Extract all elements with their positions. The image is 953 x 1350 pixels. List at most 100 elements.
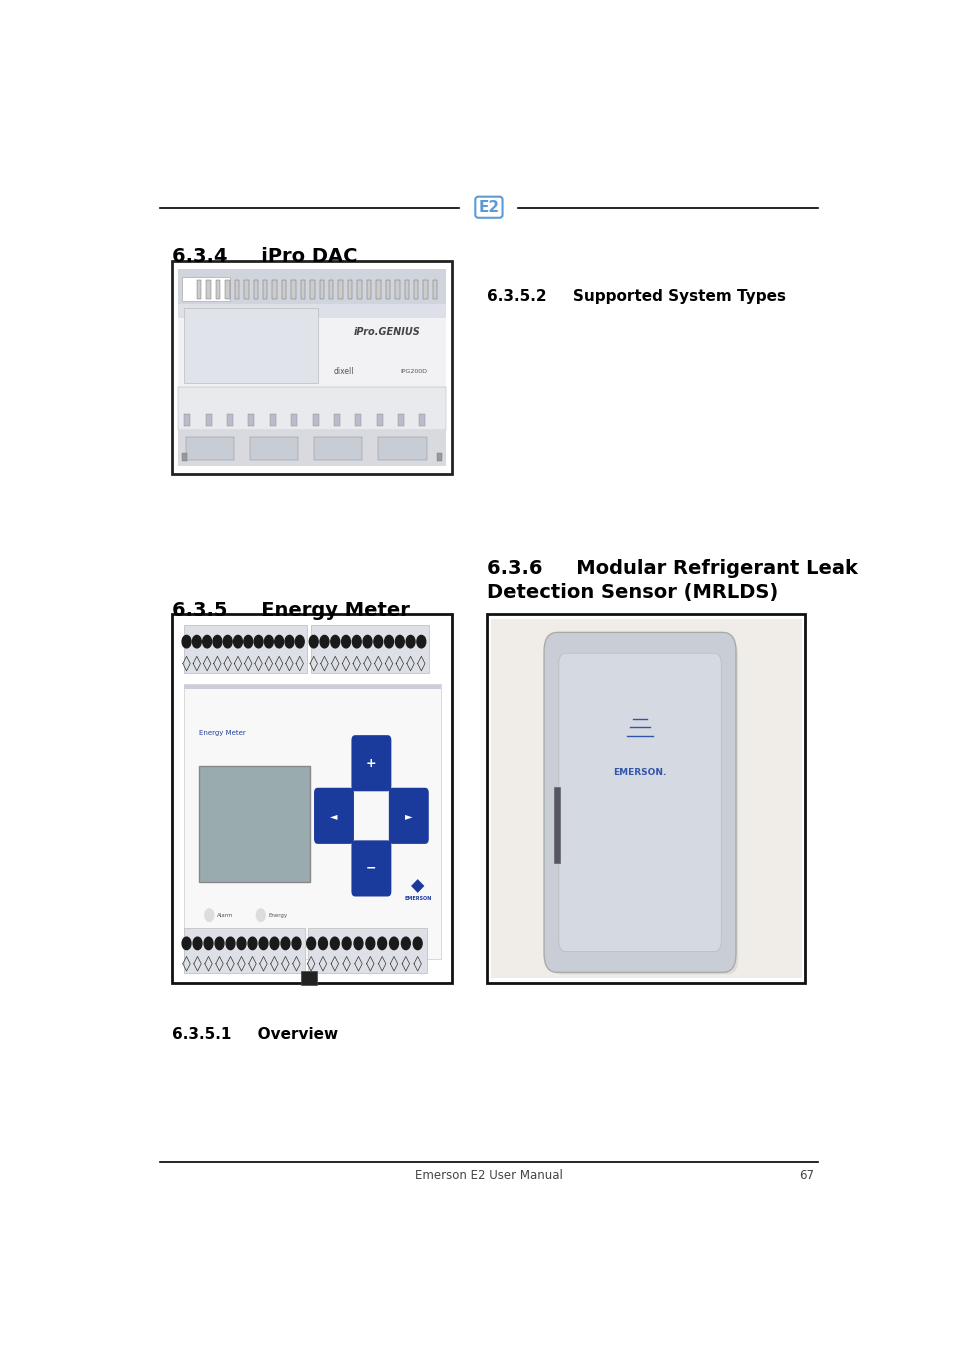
Bar [182, 277, 230, 301]
Bar [184, 308, 317, 383]
Text: Energy Meter: Energy Meter [199, 730, 246, 736]
Bar [178, 387, 446, 431]
Circle shape [330, 937, 339, 949]
Circle shape [233, 636, 242, 648]
Circle shape [331, 636, 339, 648]
FancyBboxPatch shape [543, 632, 736, 972]
Bar [178, 269, 446, 466]
Bar [376, 413, 382, 427]
Circle shape [309, 636, 318, 648]
FancyBboxPatch shape [558, 653, 720, 952]
Bar [395, 279, 399, 300]
Circle shape [214, 937, 224, 949]
FancyBboxPatch shape [351, 736, 391, 791]
Bar [404, 279, 409, 300]
Circle shape [401, 937, 410, 949]
Bar [281, 279, 286, 300]
Bar [253, 279, 257, 300]
Bar [355, 413, 361, 427]
Text: 6.3.5     Energy Meter: 6.3.5 Energy Meter [172, 601, 410, 620]
Polygon shape [411, 879, 424, 892]
Circle shape [259, 937, 268, 949]
Bar [367, 279, 371, 300]
Bar [334, 413, 339, 427]
Bar [182, 454, 187, 462]
Circle shape [292, 937, 300, 949]
Text: EMERSON.: EMERSON. [613, 768, 666, 776]
Circle shape [248, 937, 256, 949]
Circle shape [352, 636, 361, 648]
Bar [338, 279, 342, 300]
Circle shape [223, 636, 232, 648]
Circle shape [295, 636, 304, 648]
Bar [291, 413, 296, 427]
Text: EMERSON: EMERSON [404, 896, 431, 900]
Bar [250, 437, 298, 460]
Circle shape [236, 937, 246, 949]
Bar [178, 269, 446, 305]
Text: 6.3.4     iPro DAC: 6.3.4 iPro DAC [172, 247, 357, 266]
Bar [183, 927, 304, 973]
Circle shape [354, 937, 362, 949]
Text: 6.3.5.2     Supported System Types: 6.3.5.2 Supported System Types [487, 289, 785, 304]
Bar [553, 787, 559, 863]
Bar [234, 279, 239, 300]
Bar [206, 279, 211, 300]
Text: iPro.GENIUS: iPro.GENIUS [354, 327, 420, 338]
Circle shape [281, 937, 290, 949]
Bar [178, 431, 446, 466]
Circle shape [205, 909, 213, 922]
Circle shape [182, 636, 191, 648]
Text: Detection Sensor (MRLDS): Detection Sensor (MRLDS) [487, 583, 778, 602]
Bar [385, 279, 390, 300]
Circle shape [202, 636, 212, 648]
Bar [375, 279, 380, 300]
Bar [414, 279, 418, 300]
Circle shape [285, 636, 294, 648]
Circle shape [253, 636, 263, 648]
Circle shape [413, 937, 421, 949]
Circle shape [213, 636, 222, 648]
Bar [311, 625, 429, 674]
Bar [310, 279, 314, 300]
Text: ◄: ◄ [330, 811, 337, 821]
Bar [357, 279, 361, 300]
Circle shape [377, 937, 386, 949]
Bar [378, 437, 426, 460]
Bar [273, 279, 276, 300]
Bar [423, 279, 428, 300]
Bar [436, 454, 442, 462]
Bar [183, 684, 440, 688]
Text: 6.3.5.1     Overview: 6.3.5.1 Overview [172, 1027, 338, 1042]
Text: Energy: Energy [268, 913, 287, 918]
Circle shape [319, 636, 329, 648]
Bar [225, 279, 230, 300]
Bar [186, 437, 233, 460]
Circle shape [384, 636, 393, 648]
Circle shape [307, 937, 315, 949]
Circle shape [416, 636, 425, 648]
Bar [419, 413, 425, 427]
Bar [487, 614, 804, 983]
Bar [227, 413, 233, 427]
Bar [491, 620, 801, 977]
Bar [270, 413, 275, 427]
Circle shape [389, 937, 398, 949]
Bar [184, 413, 190, 427]
FancyBboxPatch shape [314, 788, 354, 844]
Bar [263, 279, 267, 300]
Text: Alarm: Alarm [216, 913, 233, 918]
Bar [329, 279, 334, 300]
Text: dixell: dixell [334, 367, 355, 375]
Bar [172, 614, 452, 983]
Bar [172, 261, 452, 474]
Circle shape [226, 937, 234, 949]
Bar [314, 437, 362, 460]
Circle shape [318, 937, 327, 949]
Bar [397, 413, 404, 427]
Text: −: − [366, 861, 376, 875]
Bar [291, 279, 295, 300]
Bar [183, 684, 440, 958]
Circle shape [204, 937, 213, 949]
Bar [196, 279, 201, 300]
